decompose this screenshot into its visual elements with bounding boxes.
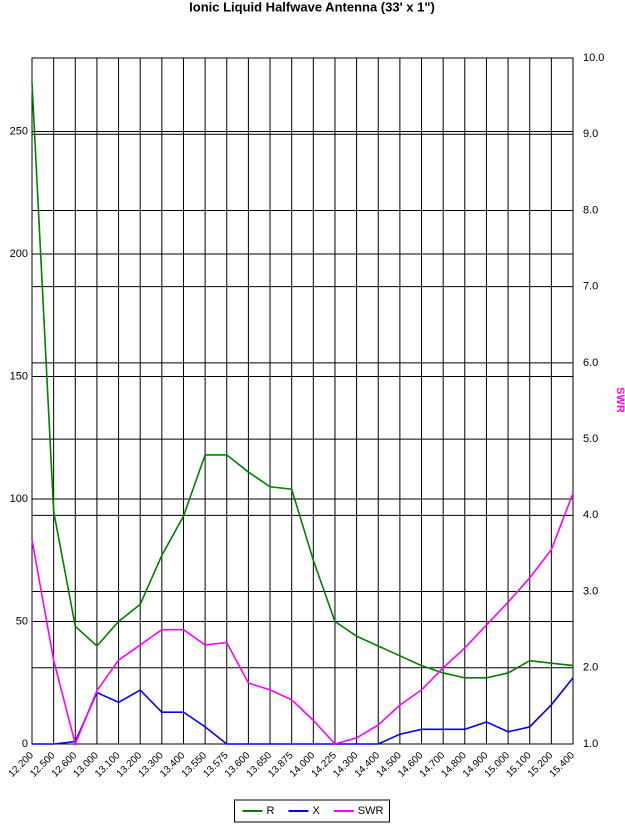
plot-area <box>32 58 573 744</box>
y-tick-label: 200 <box>10 248 28 260</box>
y2-tick-label: 4.0 <box>583 509 598 521</box>
y2-tick-label: 1.0 <box>583 738 598 750</box>
legend-box <box>234 799 390 823</box>
y2-tick-label: 8.0 <box>583 204 598 216</box>
y2-axis-label: SWR <box>614 387 625 413</box>
series-line <box>31 492 574 747</box>
series-line <box>31 82 574 679</box>
x-tick-label: 15.400 <box>548 750 578 780</box>
series-line <box>32 677 574 745</box>
y-tick-label: 250 <box>10 125 28 137</box>
legend: R X SWR <box>234 799 390 823</box>
legend-label: R <box>267 805 275 817</box>
chart-title: Ionic Liquid Halfwave Antenna (33' x 1") <box>189 0 435 14</box>
y2-tick-label: 7.0 <box>583 281 598 293</box>
y-tick-label: 50 <box>16 615 28 627</box>
y-tick-label: 100 <box>10 493 28 505</box>
y-tick-label: 150 <box>10 370 28 382</box>
y2-tick-label: 5.0 <box>583 433 598 445</box>
y2-tick-label: 10.0 <box>583 52 604 64</box>
y2-tick-label: 9.0 <box>583 128 598 140</box>
legend-label: SWR <box>358 805 384 817</box>
y2-tick-label: 6.0 <box>583 357 598 369</box>
legend-label: X <box>312 805 320 817</box>
y2-tick-label: 3.0 <box>583 585 598 597</box>
y2-tick-label: 2.0 <box>583 662 598 674</box>
y-tick-label: 0 <box>22 738 28 750</box>
